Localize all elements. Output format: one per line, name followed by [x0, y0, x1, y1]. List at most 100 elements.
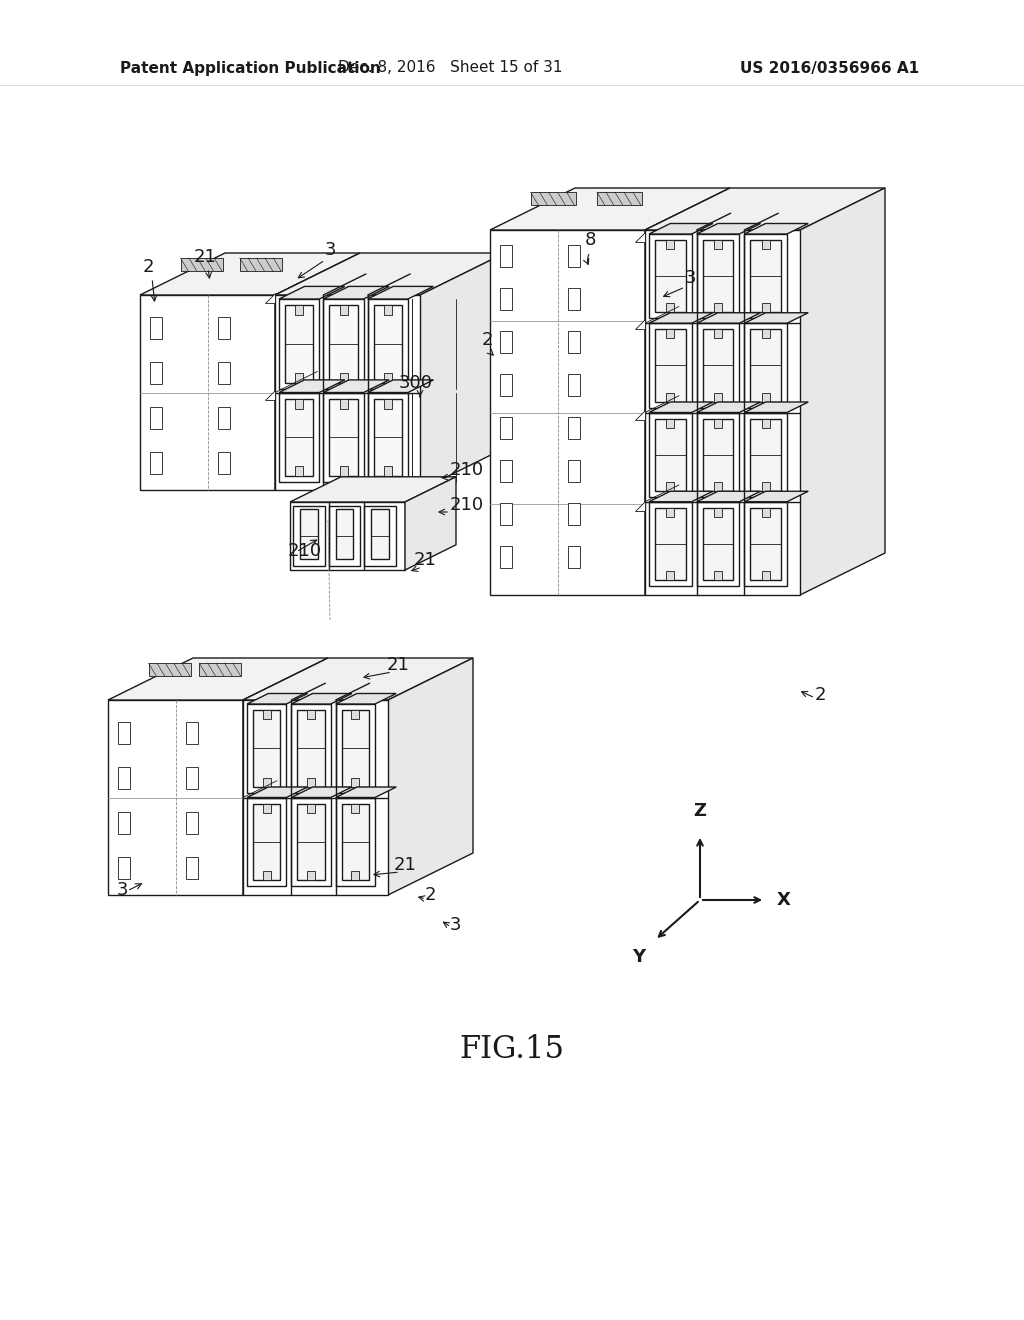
Polygon shape [186, 812, 198, 834]
Polygon shape [336, 787, 396, 797]
Polygon shape [342, 804, 369, 880]
Polygon shape [307, 777, 315, 787]
Polygon shape [263, 804, 270, 813]
Polygon shape [490, 187, 730, 230]
Polygon shape [714, 240, 722, 249]
Polygon shape [744, 234, 787, 318]
Polygon shape [762, 329, 770, 338]
Text: 8: 8 [585, 231, 596, 249]
Polygon shape [368, 392, 408, 482]
Polygon shape [649, 234, 691, 318]
Polygon shape [292, 787, 352, 797]
Polygon shape [279, 380, 345, 392]
Text: 210: 210 [288, 543, 323, 560]
Polygon shape [655, 508, 686, 579]
Polygon shape [285, 399, 313, 477]
Polygon shape [279, 286, 345, 300]
Polygon shape [751, 329, 781, 401]
Polygon shape [279, 300, 319, 388]
Polygon shape [118, 857, 130, 879]
Polygon shape [696, 412, 739, 496]
Polygon shape [293, 506, 325, 566]
Polygon shape [702, 508, 733, 579]
Polygon shape [290, 502, 406, 570]
Polygon shape [148, 663, 190, 676]
Polygon shape [253, 804, 281, 880]
Polygon shape [568, 459, 580, 482]
Polygon shape [645, 187, 730, 595]
Polygon shape [500, 503, 512, 525]
Polygon shape [655, 240, 686, 313]
Polygon shape [295, 399, 303, 408]
Polygon shape [186, 767, 198, 789]
Polygon shape [500, 246, 512, 267]
Polygon shape [300, 510, 317, 558]
Polygon shape [118, 722, 130, 744]
Polygon shape [655, 418, 686, 491]
Polygon shape [597, 191, 642, 205]
Polygon shape [649, 412, 691, 496]
Polygon shape [667, 392, 675, 401]
Polygon shape [667, 304, 675, 313]
Polygon shape [696, 491, 761, 502]
Polygon shape [714, 572, 722, 579]
Polygon shape [200, 663, 242, 676]
Text: Z: Z [693, 803, 707, 820]
Polygon shape [108, 700, 243, 895]
Polygon shape [635, 502, 645, 511]
Polygon shape [108, 657, 328, 700]
Polygon shape [263, 871, 270, 880]
Polygon shape [336, 797, 375, 886]
Text: 2: 2 [814, 686, 825, 704]
Polygon shape [744, 491, 808, 502]
Polygon shape [307, 710, 315, 719]
Polygon shape [351, 710, 359, 719]
Polygon shape [702, 329, 733, 401]
Text: 21: 21 [393, 855, 417, 874]
Polygon shape [635, 232, 645, 242]
Polygon shape [649, 491, 713, 502]
Polygon shape [140, 253, 360, 294]
Polygon shape [655, 329, 686, 401]
Polygon shape [263, 710, 270, 719]
Polygon shape [374, 399, 402, 477]
Polygon shape [714, 482, 722, 491]
Polygon shape [568, 503, 580, 525]
Polygon shape [649, 313, 713, 323]
Polygon shape [420, 253, 505, 490]
Text: Y: Y [632, 948, 645, 966]
Text: 2: 2 [424, 886, 436, 904]
Polygon shape [265, 389, 275, 400]
Polygon shape [568, 417, 580, 440]
Polygon shape [406, 477, 456, 570]
Text: 21: 21 [414, 550, 436, 569]
Polygon shape [762, 572, 770, 579]
Polygon shape [667, 482, 675, 491]
Polygon shape [263, 777, 270, 787]
Polygon shape [530, 191, 575, 205]
Text: 3: 3 [325, 242, 336, 259]
Polygon shape [292, 693, 352, 704]
Polygon shape [180, 257, 222, 271]
Polygon shape [696, 223, 761, 234]
Polygon shape [365, 506, 396, 566]
Polygon shape [702, 418, 733, 491]
Polygon shape [714, 418, 722, 428]
Polygon shape [150, 317, 162, 339]
Polygon shape [150, 451, 162, 474]
Text: 210: 210 [450, 461, 484, 479]
Polygon shape [568, 546, 580, 568]
Polygon shape [702, 240, 733, 313]
Polygon shape [240, 257, 282, 271]
Polygon shape [218, 451, 230, 474]
Polygon shape [247, 787, 307, 797]
Text: Patent Application Publication: Patent Application Publication [120, 61, 381, 75]
Polygon shape [292, 704, 331, 792]
Polygon shape [384, 305, 392, 315]
Text: 300: 300 [399, 374, 433, 392]
Polygon shape [568, 246, 580, 267]
Text: 3: 3 [450, 916, 461, 935]
Polygon shape [285, 305, 313, 383]
Polygon shape [340, 466, 347, 477]
Polygon shape [275, 294, 420, 490]
